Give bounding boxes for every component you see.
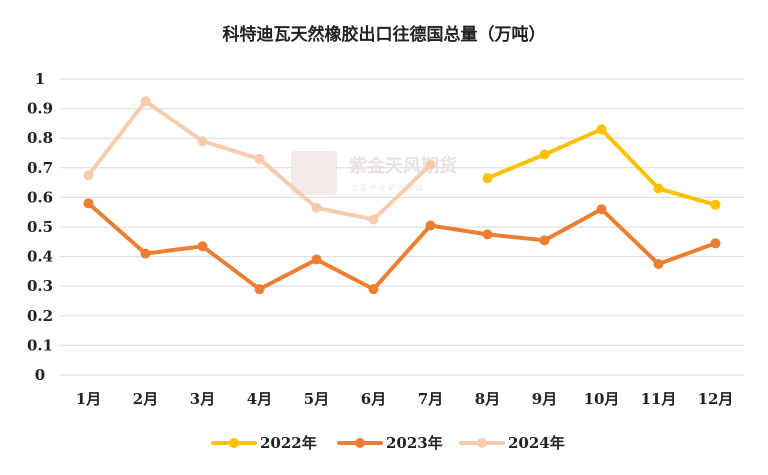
data-point [710,199,721,210]
watermark: 紫金天风期货 立 足 产 业 研 究 驱 动 [291,151,457,195]
data-point [140,96,151,107]
series-0 [482,124,721,210]
data-point [368,284,379,295]
data-point [368,214,379,225]
series-2 [83,96,436,225]
y-tick-label: 0.3 [27,277,53,295]
x-tick-label: 5月 [304,390,329,408]
legend-label: 2022年 [260,434,317,452]
x-tick-label: 1月 [76,390,101,408]
data-point [140,248,151,259]
y-tick-label: 0.6 [27,188,53,206]
y-tick-label: 0.5 [27,218,53,236]
legend-swatch-marker [355,438,365,448]
data-point [596,204,607,215]
legend-item: 2022年 [211,434,317,452]
y-tick-label: 0.9 [27,100,53,118]
series-1 [83,198,721,295]
series-line [485,127,718,207]
legend-swatch-marker [477,438,487,448]
data-point [653,183,664,194]
data-point [596,124,607,135]
data-point [311,254,322,265]
legend-item: 2024年 [459,434,565,452]
series-line [86,201,718,292]
watermark-name: 紫金天风期货 [349,155,457,177]
chart-title: 科特迪瓦天然橡胶出口往德国总量（万吨） [223,24,546,45]
data-point [254,153,265,164]
legend-swatch-marker [229,438,239,448]
data-point [311,202,322,213]
x-tick-label: 7月 [418,390,443,408]
data-point [197,136,208,147]
data-point [254,284,265,295]
x-tick-label: 12月 [698,390,734,408]
x-tick-label: 11月 [641,390,677,408]
legend-item: 2023年 [337,434,443,452]
y-tick-label: 1 [35,70,45,88]
data-point [539,149,550,160]
legend: 2022年 2023年 2024年 [211,434,565,452]
data-point [425,220,436,231]
grid-lines [60,78,744,376]
data-point [83,170,94,181]
x-tick-label: 6月 [361,390,386,408]
x-tick-label: 8月 [475,390,500,408]
y-tick-label: 0.8 [27,129,53,147]
data-point [83,198,94,209]
legend-label: 2023年 [386,434,443,452]
data-point [197,241,208,252]
legend-label: 2024年 [508,434,565,452]
data-point [653,259,664,269]
data-point [539,235,550,246]
y-tick-label: 0 [35,366,45,384]
x-tick-label: 10月 [584,390,620,408]
x-axis-ticks: 1月 2月 3月 4月 5月 6月 7月 8月 9月 10月 11月 12月 [76,390,734,408]
x-tick-label: 9月 [532,390,557,408]
data-point [710,238,721,249]
x-tick-label: 4月 [247,390,272,408]
data-point [482,173,493,184]
data-point [425,159,436,170]
x-tick-label: 2月 [133,390,158,408]
y-tick-label: 0.1 [27,336,53,354]
y-tick-label: 0.7 [27,159,53,177]
y-tick-label: 0.4 [27,248,53,266]
x-tick-label: 3月 [190,390,215,408]
watermark-slogan: 立 足 产 业 研 究 驱 动 [351,183,423,192]
data-point [482,229,493,240]
watermark-logo-icon [291,151,337,195]
y-axis-ticks: 0 0.1 0.2 0.3 0.4 0.5 0.6 0.7 0.8 0.9 1 [27,70,53,384]
series-lines [83,96,721,295]
y-tick-label: 0.2 [27,307,53,325]
